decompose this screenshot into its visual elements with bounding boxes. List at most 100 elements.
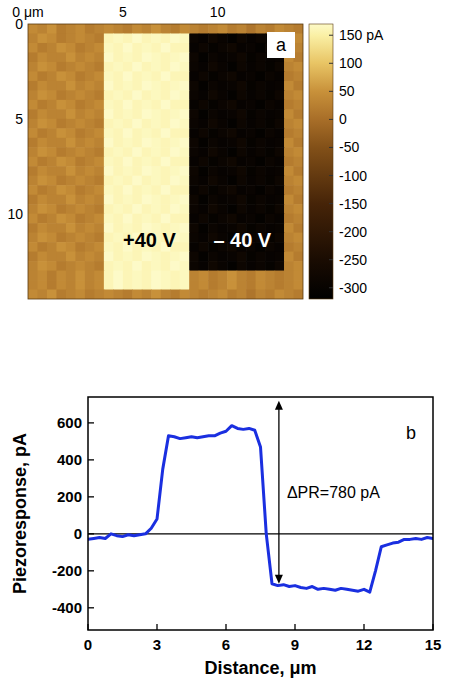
heatmap-cell xyxy=(294,252,303,262)
heatmap-cell xyxy=(180,280,190,290)
heatmap-cell xyxy=(94,24,104,34)
heatmap-cell xyxy=(246,204,256,214)
heatmap-cell xyxy=(113,233,123,243)
heatmap-cell xyxy=(151,204,161,214)
heatmap-cell xyxy=(199,138,209,148)
heatmap-cell xyxy=(28,119,38,129)
heatmap-cell xyxy=(256,138,266,148)
heatmap-cell xyxy=(75,24,85,34)
arrow-head xyxy=(275,575,283,584)
heatmap-cell xyxy=(275,195,285,205)
heatmap-cell xyxy=(132,33,142,43)
heatmap-cell xyxy=(208,271,218,281)
heatmap-cell xyxy=(104,128,114,138)
heatmap-cell xyxy=(189,43,199,53)
heatmap-cell xyxy=(208,24,218,34)
heatmap-cell xyxy=(218,261,228,271)
heatmap-cell xyxy=(265,109,275,119)
heatmap-cell xyxy=(227,147,237,157)
heatmap-cell xyxy=(37,214,47,224)
heatmap-cell xyxy=(37,290,47,299)
heatmap-cell xyxy=(151,185,161,195)
heatmap-cell xyxy=(294,119,303,129)
heatmap-cell xyxy=(189,233,199,243)
heatmap-cell xyxy=(94,128,104,138)
heatmap-cell xyxy=(28,223,38,233)
heatmap-cell xyxy=(218,24,228,34)
heatmap-cell xyxy=(104,24,114,34)
heatmap-cell xyxy=(151,157,161,167)
heatmap-cell xyxy=(75,138,85,148)
heatmap-cell xyxy=(37,233,47,243)
heatmap-cell xyxy=(47,128,57,138)
heatmap-cell xyxy=(56,90,66,100)
heatmap-cell xyxy=(85,185,95,195)
heatmap-cell xyxy=(85,280,95,290)
heatmap-cell xyxy=(66,52,76,62)
heatmap-cell xyxy=(170,71,180,81)
heatmap-cell xyxy=(180,252,190,262)
heatmap-cell xyxy=(199,185,209,195)
heatmap-cell xyxy=(94,223,104,233)
heatmap-cell xyxy=(161,119,171,129)
heatmap-cell xyxy=(142,147,152,157)
colorbar-tick xyxy=(329,91,333,92)
heatmap-cell xyxy=(85,119,95,129)
heatmap-cell xyxy=(208,290,218,299)
heatmap-cell xyxy=(113,119,123,129)
heatmap-cell xyxy=(56,43,66,53)
heatmap-cell xyxy=(37,185,47,195)
heatmap-cell xyxy=(275,81,285,91)
colorbar-tick xyxy=(329,63,333,64)
heatmap-cell xyxy=(132,90,142,100)
heatmap-cell xyxy=(246,100,256,110)
heatmap-cell xyxy=(256,119,266,129)
heatmap-cell xyxy=(199,290,209,299)
heatmap-cell xyxy=(265,90,275,100)
heatmap-cell xyxy=(208,195,218,205)
y-tick-label: -400 xyxy=(52,599,82,616)
heatmap-cell xyxy=(94,157,104,167)
heatmap-cell xyxy=(199,128,209,138)
heatmap-cell xyxy=(56,233,66,243)
heatmap-cell xyxy=(123,261,133,271)
heatmap-cell xyxy=(66,90,76,100)
heatmap-cell xyxy=(218,280,228,290)
heatmap-cell xyxy=(284,81,294,91)
heatmap-cell xyxy=(85,128,95,138)
heatmap-cell xyxy=(265,176,275,186)
heatmap-cell xyxy=(170,176,180,186)
heatmap-cell xyxy=(237,62,247,72)
heatmap-cell xyxy=(284,71,294,81)
heatmap-cell xyxy=(123,214,133,224)
heatmap-cell xyxy=(218,204,228,214)
heatmap-cell xyxy=(94,109,104,119)
heatmap-cell xyxy=(246,90,256,100)
heatmap-cells xyxy=(28,24,303,299)
panel-label: a xyxy=(276,35,287,55)
heatmap-cell xyxy=(284,204,294,214)
heatmap-cell xyxy=(142,71,152,81)
heatmap-cell xyxy=(170,157,180,167)
heatmap-cell xyxy=(94,43,104,53)
heatmap-cell xyxy=(161,100,171,110)
heatmap-cell xyxy=(151,100,161,110)
heatmap-cell xyxy=(123,43,133,53)
heatmap-cell xyxy=(28,242,38,252)
heatmap-cell xyxy=(75,252,85,262)
heatmap-cell xyxy=(208,128,218,138)
heatmap-cell xyxy=(104,52,114,62)
heatmap-cell xyxy=(75,43,85,53)
heatmap-cell xyxy=(284,138,294,148)
heatmap-cell xyxy=(265,147,275,157)
heatmap-cell xyxy=(47,33,57,43)
heatmap-cell xyxy=(94,233,104,243)
heatmap-cell xyxy=(28,138,38,148)
heatmap-cell xyxy=(180,185,190,195)
heatmap-cell xyxy=(66,223,76,233)
heatmap-cell xyxy=(56,128,66,138)
x-tick xyxy=(432,624,433,630)
colorbar-tick xyxy=(329,287,333,288)
heatmap-cell xyxy=(294,261,303,271)
heatmap-cell xyxy=(189,204,199,214)
